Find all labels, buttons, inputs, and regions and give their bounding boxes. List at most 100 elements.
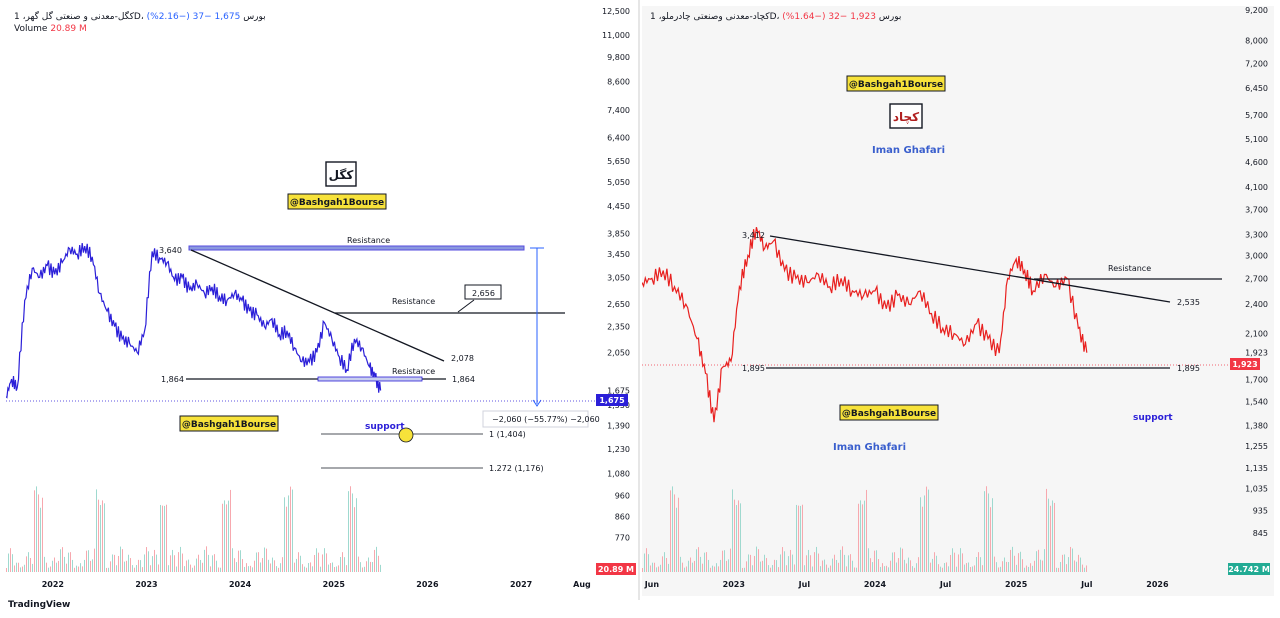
support-marker — [398, 427, 414, 443]
volume-bar — [54, 557, 55, 572]
volume-bar — [986, 486, 987, 572]
left-chart-svg[interactable]: کگل @Bashgah1Bourse @Bashgah1Bourse Resi… — [6, 6, 636, 596]
volume-bar — [370, 561, 371, 572]
volume-bar — [34, 490, 35, 572]
volume-bar — [814, 552, 815, 572]
trend-end-label: 2,535 — [1177, 298, 1200, 307]
volume-bar — [1036, 551, 1037, 572]
volume-bar — [74, 567, 75, 572]
volume-bar — [194, 565, 195, 572]
volume-bar — [674, 494, 675, 572]
y-tick-label: 2,350 — [607, 323, 630, 332]
volume-bar — [360, 562, 361, 572]
volume-bar — [152, 556, 153, 572]
volume-bar — [168, 565, 169, 572]
x-tick-label: Jun — [644, 580, 660, 589]
volume-bar — [812, 566, 813, 572]
volume-bar — [1034, 560, 1035, 572]
left-chart-panel[interactable]: کگل @Bashgah1Bourse @Bashgah1Bourse Resi… — [6, 6, 636, 596]
volume-bar — [840, 549, 841, 572]
volume-bar — [928, 489, 929, 572]
volume-bar — [884, 566, 885, 572]
volume-bar — [992, 498, 993, 572]
volume-bar — [920, 497, 921, 572]
volume-bar — [264, 547, 265, 572]
volume-bar — [366, 561, 367, 572]
volume-bar — [224, 500, 225, 572]
volume-bar — [740, 503, 741, 572]
y-tick-label: 5,650 — [607, 157, 630, 166]
right-annotation-text: Resistance 3,412 2,535 1,895 1,895 suppo… — [742, 231, 1200, 423]
y-tick-label: 7,400 — [607, 106, 630, 115]
volume-bar — [48, 567, 49, 572]
y-tick-label: 1,540 — [1245, 397, 1268, 406]
channel-badge-mid-text: @Bashgah1Bourse — [842, 409, 936, 419]
resistance-label: Resistance — [1108, 264, 1151, 273]
volume-bar — [642, 568, 643, 572]
right-symbol-title: کچاد-معدنی وصنعتی چادرملو، 1D، بورس — [650, 12, 902, 22]
volume-bar — [1060, 561, 1061, 572]
volume-bar — [864, 500, 865, 572]
volume-bar — [770, 567, 771, 572]
volume-bar — [242, 559, 243, 572]
resistance-mid-label: Resistance — [392, 297, 435, 306]
x-tick-label: 2024 — [864, 580, 887, 589]
volume-bar — [702, 563, 703, 572]
volume-bar — [244, 566, 245, 572]
y-tick-label: 1,135 — [1245, 464, 1268, 473]
volume-bar — [1066, 564, 1067, 572]
volume-bar — [656, 567, 657, 572]
y-tick-label: 8,000 — [1245, 37, 1268, 46]
support-left-label: 1,864 — [161, 375, 184, 384]
volume-bar — [976, 556, 977, 572]
volume-bar — [1000, 566, 1001, 572]
volume-bar — [278, 567, 279, 572]
support-text: support — [1133, 413, 1173, 423]
volume-bar — [844, 554, 845, 572]
y-tick-label: 9,800 — [607, 53, 630, 62]
volume-bar — [1008, 562, 1009, 572]
volume-bar — [1086, 565, 1087, 572]
volume-bar — [906, 563, 907, 572]
volume-bar — [112, 554, 113, 572]
y-tick-label: 1,675 — [607, 387, 630, 396]
volume-bar — [280, 563, 281, 572]
volume-bar — [708, 559, 709, 572]
volume-bar — [768, 565, 769, 572]
x-tick-label: 2026 — [1146, 580, 1169, 589]
x-tick-label: Jul — [798, 580, 811, 589]
volume-bar — [334, 567, 335, 572]
volume-bar — [968, 562, 969, 572]
volume-bar — [356, 498, 357, 572]
volume-bar — [850, 554, 851, 572]
volume-bar — [250, 565, 251, 572]
volume-bar — [1026, 565, 1027, 572]
tradingview-logo[interactable]: TradingView — [8, 600, 70, 610]
volume-bar — [282, 557, 283, 572]
volume-bar — [662, 556, 663, 572]
volume-bar — [666, 558, 667, 572]
y-tick-label: 3,000 — [1245, 251, 1268, 260]
volume-bar — [778, 567, 779, 572]
left-badges: کگل @Bashgah1Bourse @Bashgah1Bourse — [179, 161, 387, 432]
volume-bar — [156, 554, 157, 572]
volume-bar — [50, 566, 51, 572]
right-chart-svg[interactable]: @Bashgah1Bourse کچاد Iman Ghafari @Bashg… — [642, 6, 1274, 596]
y-tick-label: 3,450 — [607, 250, 630, 259]
volume-bar — [846, 566, 847, 572]
volume-bar — [378, 555, 379, 572]
last-price-tag-text: 1,675 — [599, 396, 625, 405]
volume-value: 20.89 M — [50, 24, 87, 34]
volume-bar — [216, 560, 217, 572]
peak-label: 3,412 — [742, 231, 765, 240]
volume-bar — [306, 567, 307, 572]
volume-bar — [872, 562, 873, 572]
volume-bar — [1028, 566, 1029, 572]
volume-bar — [162, 505, 163, 572]
volume-bar — [644, 553, 645, 572]
right-chart-panel[interactable]: @Bashgah1Bourse کچاد Iman Ghafari @Bashg… — [642, 6, 1274, 596]
volume-bar — [346, 565, 347, 572]
volume-bar — [128, 554, 129, 572]
volume-bar — [856, 567, 857, 572]
left-time-axis: 2022 2023 2024 2025 2026 2027 Aug — [42, 580, 591, 589]
